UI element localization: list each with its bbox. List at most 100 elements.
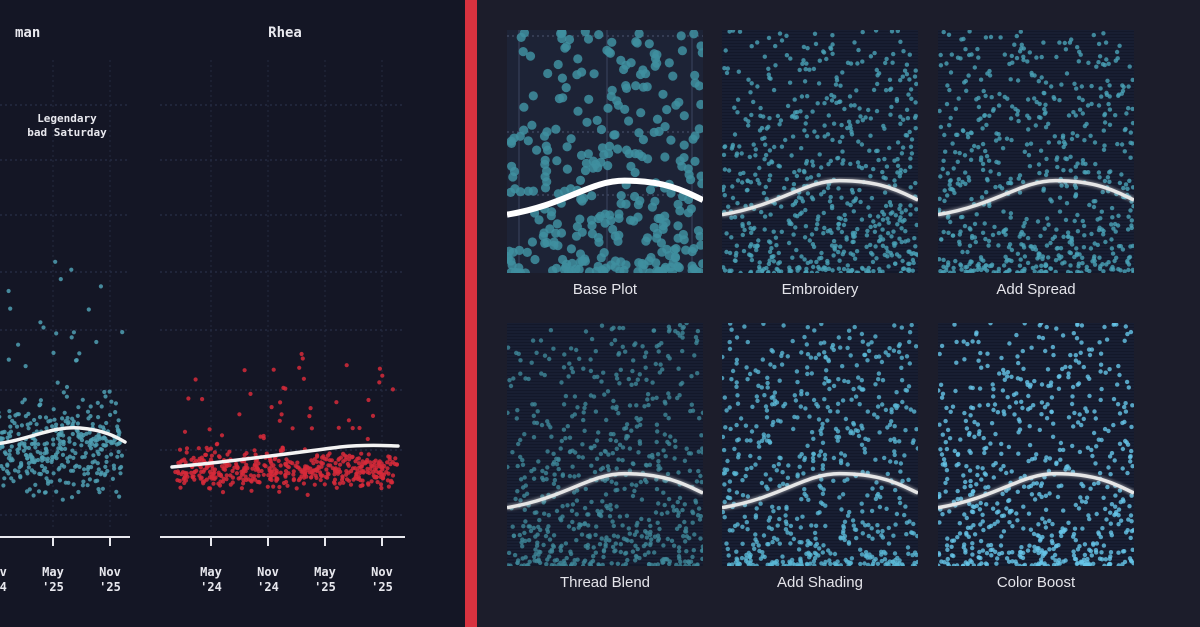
dot (736, 437, 741, 442)
dot (610, 519, 615, 524)
dot (1054, 227, 1059, 232)
dot (621, 83, 632, 93)
dot (1120, 247, 1126, 252)
dot (996, 171, 1002, 177)
dot (727, 479, 733, 484)
dot (622, 486, 627, 491)
dot (572, 474, 577, 479)
dot (796, 547, 802, 552)
dot (1090, 453, 1095, 459)
dot (572, 394, 578, 399)
dot (961, 473, 966, 478)
dot (822, 452, 828, 458)
dot (786, 463, 791, 468)
dot (866, 265, 871, 271)
dot (1000, 491, 1005, 497)
dot (259, 468, 264, 474)
dot (814, 270, 820, 273)
dot (907, 330, 913, 335)
dot (767, 258, 772, 263)
dot (1008, 215, 1013, 220)
dot (1120, 446, 1126, 452)
dot (880, 378, 886, 383)
dot (1130, 464, 1134, 469)
dot (810, 159, 815, 164)
dot (650, 61, 660, 71)
dot (938, 124, 944, 130)
dot (20, 400, 25, 405)
dot (1096, 103, 1102, 108)
dot (1007, 404, 1012, 410)
dot (946, 230, 951, 235)
dot (842, 106, 847, 112)
dot (519, 563, 524, 566)
dot (1081, 483, 1086, 489)
dot (540, 172, 550, 182)
dot (551, 346, 556, 351)
dot (639, 534, 644, 539)
dot (1038, 233, 1043, 239)
dot (914, 207, 918, 212)
dot (780, 481, 786, 486)
dot (949, 52, 954, 57)
dot (1051, 95, 1056, 100)
dot (671, 543, 677, 548)
dot (780, 559, 786, 565)
dot (1052, 552, 1058, 558)
dot (280, 445, 285, 450)
dot (836, 249, 841, 255)
dot (269, 461, 274, 466)
dot (1046, 140, 1052, 145)
dot (94, 434, 99, 440)
dot (822, 134, 827, 139)
dot (533, 547, 538, 552)
dot (614, 376, 620, 381)
dot (41, 325, 46, 330)
dot (823, 355, 828, 360)
dot (863, 115, 868, 120)
dot (1109, 502, 1115, 507)
dot (1019, 545, 1024, 550)
dot (1107, 107, 1113, 112)
dot (1066, 415, 1072, 420)
dot (910, 268, 915, 273)
dot (744, 188, 750, 193)
dot (980, 141, 986, 147)
dot (820, 425, 825, 431)
dot (57, 478, 63, 483)
dot (601, 554, 606, 560)
dot (775, 537, 780, 542)
dot (356, 476, 361, 481)
dot (622, 145, 632, 155)
dot (370, 469, 376, 475)
dot (695, 231, 703, 241)
dot (940, 166, 945, 172)
dot (680, 348, 685, 354)
dot (839, 451, 844, 456)
dot (803, 207, 808, 213)
dot (1081, 223, 1087, 229)
dot (944, 446, 950, 452)
dot (594, 438, 600, 443)
dot (1099, 94, 1104, 99)
dot (817, 510, 822, 515)
dot (912, 236, 917, 241)
dot (866, 533, 871, 539)
dot (655, 562, 661, 566)
dot (898, 270, 904, 273)
dot (1126, 106, 1131, 111)
dot (748, 253, 753, 258)
dot (956, 96, 961, 101)
dot (975, 46, 980, 52)
dot (1083, 499, 1089, 505)
dot (1028, 527, 1034, 532)
dot (1115, 382, 1120, 387)
dot (803, 224, 809, 229)
dot (95, 400, 100, 405)
dot (343, 457, 348, 462)
dot (780, 554, 785, 559)
dot (899, 151, 905, 156)
dot (954, 360, 959, 365)
dot (277, 418, 282, 423)
dot (1107, 454, 1113, 459)
